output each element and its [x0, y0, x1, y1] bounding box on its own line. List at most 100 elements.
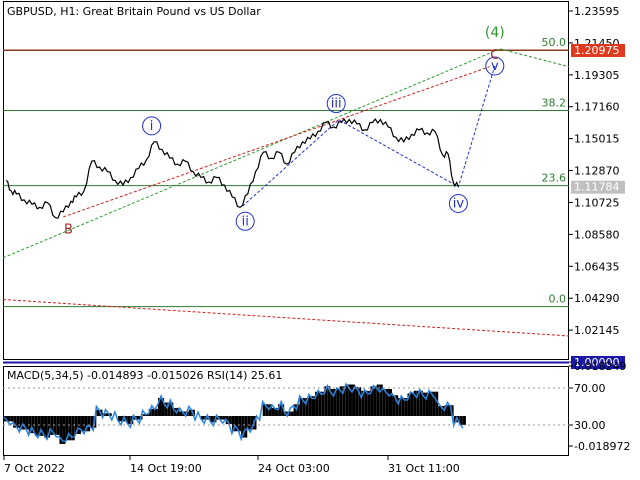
macd-histogram-bar: [422, 392, 426, 416]
macd-histogram-bar: [315, 391, 319, 416]
green-trend-extension: [499, 48, 570, 68]
macd-histogram-bar: [345, 384, 349, 416]
macd-histogram-bar: [65, 416, 69, 441]
macd-histogram-bar: [395, 395, 399, 416]
macd-histogram-bar: [250, 416, 254, 430]
macd-histogram-bar: [148, 408, 152, 416]
macd-histogram-bar: [40, 416, 44, 436]
macd-histogram-bar: [265, 404, 269, 416]
macd-histogram-bar: [318, 391, 322, 416]
fib-level-label: 38.2: [542, 96, 567, 109]
wave-label-iv: iv: [453, 196, 465, 211]
price-axis-layer: 1.235951.214501.193051.171601.150151.128…: [569, 5, 625, 369]
rsi-line: [3, 382, 464, 443]
fib-level-label: 23.6: [542, 172, 567, 185]
indicator-tick-label: 30.00: [574, 419, 606, 432]
macd-histogram-bar: [164, 402, 168, 416]
macd-histogram-bar: [453, 416, 457, 423]
red-lower-channel: [2, 299, 570, 337]
macd-histogram-bar: [179, 411, 183, 416]
macd-histogram-bar: [330, 389, 334, 416]
macd-histogram-bar: [108, 413, 112, 416]
macd-histogram-bar: [312, 396, 315, 416]
macd-histogram-bar: [37, 416, 41, 436]
macd-layer: 0.018249 70.00 30.00 -0.018972: [3, 360, 630, 453]
macd-histogram-bar: [275, 407, 279, 416]
macd-histogram-bar: [438, 406, 442, 416]
green-trend-channel: [2, 48, 501, 259]
time-tick-label: 14 Oct 19:00: [130, 462, 202, 475]
macd-histogram-bar: [382, 389, 386, 416]
macd-histogram-bar: [342, 386, 346, 416]
macd-histogram-bar: [210, 416, 214, 423]
macd-histogram-bar: [296, 404, 300, 416]
price-tick-label: 1.10725: [574, 196, 620, 209]
macd-histogram-bar: [376, 384, 380, 416]
macd-histogram-bar: [68, 416, 72, 441]
macd-histogram-bar: [25, 416, 29, 430]
macd-histogram-bar: [333, 389, 337, 416]
macd-histogram-bar: [364, 390, 368, 416]
macd-histogram-bar: [358, 387, 362, 416]
macd-histogram-bar: [299, 398, 303, 416]
macd-histogram-bar: [71, 416, 75, 441]
price-tick-label: 1.08580: [574, 228, 620, 241]
macd-histogram-bar: [253, 416, 257, 430]
macd-histogram-bar: [74, 416, 78, 434]
macd-histogram-bar: [28, 416, 32, 434]
wave-label-circle: [485, 56, 505, 76]
macd-histogram-bar: [367, 390, 371, 416]
wave-label-B: B: [64, 223, 73, 238]
macd-histogram-bar: [302, 398, 306, 416]
macd-histogram-bar: [238, 416, 242, 432]
macd-histogram-bar: [235, 416, 238, 432]
macd-histogram-bar: [10, 416, 14, 422]
macd-histogram-bar: [432, 391, 436, 416]
macd-histogram-bar: [308, 396, 312, 416]
price-series-layer: [5, 117, 459, 219]
fib-level-label: 0.0: [549, 293, 567, 306]
macd-histogram-bar: [13, 416, 17, 428]
price-highlight-label: 1.20975: [574, 44, 620, 57]
macd-histogram-bar: [241, 416, 245, 438]
macd-histogram-bar: [410, 393, 414, 416]
macd-histogram-bar: [87, 416, 91, 432]
wave-path-connector: [242, 65, 496, 207]
wave-label-circle: [235, 211, 255, 231]
wave-label-ii: ii: [242, 214, 249, 229]
wave-label-v: v: [491, 59, 499, 74]
macd-histogram-bar: [450, 405, 454, 416]
macd-histogram-bar: [185, 411, 189, 416]
wave-label-iii: iii: [331, 97, 342, 112]
macd-histogram-bar: [379, 384, 383, 416]
macd-histogram-bar: [158, 398, 161, 416]
macd-histogram-bar: [81, 416, 84, 432]
macd-histogram-bar: [361, 390, 365, 416]
macd-histogram-bar: [459, 416, 463, 425]
macd-histogram-bar: [290, 411, 294, 416]
macd-histogram-bar: [462, 416, 466, 425]
macd-histogram-bar: [121, 416, 125, 422]
macd-histogram-bar: [447, 405, 451, 416]
wave-label-C: C: [490, 48, 499, 63]
macd-histogram-bar: [268, 404, 272, 416]
macd-histogram-bar: [22, 416, 26, 430]
macd-histogram-bar: [429, 391, 433, 416]
macd-histogram-bar: [34, 416, 38, 436]
fib-grid-layer: 50.0 38.2 23.6 0.0: [3, 36, 569, 308]
indicator-tick-label: 70.00: [574, 382, 606, 395]
macd-histogram-bar: [413, 390, 417, 416]
macd-histogram-bar: [339, 386, 343, 416]
macd-histogram-bar: [19, 416, 23, 430]
indicator-tick-label: 0.018249: [574, 360, 627, 373]
macd-histogram-bar: [271, 407, 275, 416]
macd-histogram-bar: [188, 409, 192, 416]
indicator-tick-label: -0.018972: [574, 440, 630, 453]
macd-histogram-bar: [142, 414, 146, 416]
price-tick-label: 1.23595: [574, 5, 620, 18]
price-tick-label: 1.12870: [574, 165, 620, 178]
macd-histogram-bar: [176, 407, 180, 416]
price-highlight-label: 1.11784: [574, 181, 620, 194]
indicator-plot-frame: [3, 366, 569, 456]
